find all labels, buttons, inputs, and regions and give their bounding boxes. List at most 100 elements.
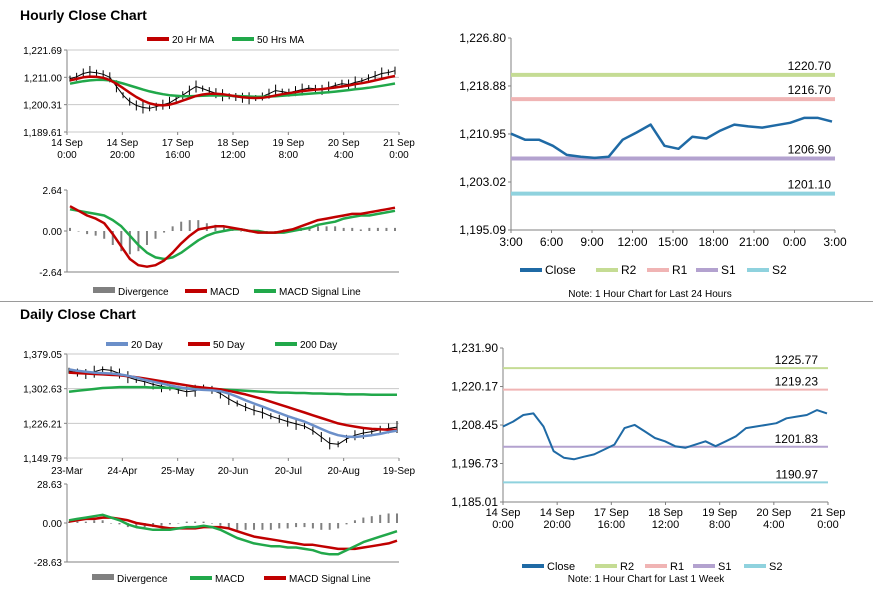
hourly-price-x-tick-label: 0:00 [57,150,77,161]
daily-divergence-bar [303,523,306,528]
daily-levels-legend-close-label: Close [547,561,575,573]
hourly-price-x-tick-label: 4:00 [334,150,354,161]
hourly-levels-legend-s2-label: S2 [772,263,787,277]
daily-divergence-bar [396,513,398,523]
daily-price-x-tick-label: 23-Mar [51,466,83,477]
hourly-divergence-bar [197,220,200,231]
hourly-divergence-bar [334,226,337,231]
hourly-divergence-bar [222,226,225,231]
daily-close-line [502,409,828,461]
daily-divergence-bar [93,520,96,523]
hourly-price-x-tick-label: 18 Sep [217,138,249,149]
daily-level-s1-label: 1201.83 [775,432,819,446]
hourly-divergence-bar [214,224,217,231]
daily-divergence-bar [353,520,356,523]
daily-price-y-tick-label: 1,226.21 [23,419,62,430]
hourly-price-y-tick-label: 1,221.69 [23,46,62,57]
hourly-50hr-ma-line [69,78,396,99]
hourly-legend-signal-label: MACD Signal Line [279,287,361,298]
daily-divergence-bar [160,523,163,526]
hourly-levels-legend-s1-label: S1 [721,263,736,277]
hourly-divergence-bar [265,231,268,232]
hourly-levels-legend-r2-label: R2 [621,263,637,277]
hourly-divergence-bar [86,231,89,235]
hourly-divergence-bar [385,227,388,231]
daily-price-y-tick-label: 1,149.79 [23,454,62,465]
hourly-divergence-bar [394,227,396,231]
daily-divergence-bar [370,516,373,523]
hourly-divergence-bar [368,227,371,231]
hourly-levels-x-tick-label: 3:00 [499,235,523,249]
daily-levels-x-tick-label: 21 Sep [811,507,846,519]
daily-levels-y-tick-label: 1,185.01 [451,495,498,509]
hourly-divergence-bar [180,221,183,231]
daily-divergence-bar [286,523,289,529]
hourly-levels-x-tick-label: 9:00 [580,235,604,249]
daily-levels-y-tick-label: 1,196.73 [451,457,498,471]
daily-price-x-tick-label: 20-Jul [275,466,302,477]
daily-level-r1-label: 1219.23 [775,375,819,389]
daily-levels-y-tick-label: 1,208.45 [451,418,498,432]
hourly-signal-line [69,208,396,261]
hourly-divergence-bar [325,226,328,231]
hourly-levels-x-tick-label: 12:00 [617,235,647,249]
hourly-section-title: Hourly Close Chart [20,7,147,23]
daily-levels-legend-s1-label: S1 [718,561,731,573]
daily-legend-20day-label: 20 Day [131,340,163,351]
hourly-price-x-tick-label: 17 Sep [162,138,194,149]
daily-levels-y-tick-label: 1,231.90 [451,341,498,355]
daily-divergence-bar [362,517,365,523]
daily-divergence-bar [76,521,79,523]
hourly-divergence-bar [376,227,379,231]
daily-legend-divergence-label: Divergence [117,574,168,585]
daily-price-x-tick-label: 19-Sep [383,466,416,477]
hourly-price-x-tick-label: 8:00 [279,150,299,161]
hourly-levels-legend-r1-label: R1 [672,263,688,277]
daily-levels-x-tick-label: 12:00 [652,519,680,531]
daily-divergence-bar [227,523,230,529]
daily-levels-x-tick-label: 0:00 [817,519,838,531]
daily-divergence-bar [387,513,390,523]
hourly-divergence-bar [188,220,191,231]
hourly-price-x-tick-label: 0:00 [389,150,409,161]
hourly-level-r2-label: 1220.70 [788,59,832,73]
hourly-levels-x-tick-label: 0:00 [783,235,807,249]
daily-divergence-bar [328,523,331,530]
daily-divergence-bar [345,523,348,525]
hourly-price-x-tick-label: 21 Sep [383,138,415,149]
daily-levels-x-tick-label: 16:00 [598,519,626,531]
hourly-divergence-bar [154,231,157,239]
hourly-level-s1-label: 1206.90 [788,142,832,156]
daily-price-x-tick-label: 25-May [161,466,194,477]
daily-divergence-bar [185,521,188,523]
daily-divergence-bar [295,523,298,528]
daily-levels-x-tick-label: 4:00 [763,519,784,531]
daily-levels-x-tick-label: 20 Sep [756,507,791,519]
daily-divergence-bar [236,523,239,530]
daily-divergence-bar [110,523,113,524]
hourly-close-line [510,116,833,160]
daily-levels-x-tick-label: 14 Sep [540,507,575,519]
daily-divergence-bar [311,523,314,529]
hourly-levels-x-tick-label: 3:00 [823,235,847,249]
daily-divergence-bar [177,523,180,524]
hourly-price-y-tick-label: 1,200.31 [23,101,62,112]
daily-legend-50day-label: 50 Day [213,340,245,351]
hourly-divergence-bar [69,227,71,231]
daily-divergence-bar [337,523,340,529]
daily-divergence-bar [244,523,247,530]
daily-price-x-tick-label: 20-Jun [218,466,249,477]
hourly-price-x-tick-label: 19 Sep [272,138,304,149]
hourly-divergence-bar [103,231,106,239]
section-divider [0,301,873,302]
daily-macd-y-tick-label: 0.00 [43,519,63,530]
daily-divergence-bar [320,523,323,530]
daily-divergence-bar [202,521,205,523]
hourly-price-x-tick-label: 20:00 [110,150,135,161]
daily-price-y-tick-label: 1,302.63 [23,385,62,396]
daily-legend-200day-label: 200 Day [300,340,337,351]
daily-divergence-bar [84,521,87,523]
daily-level-s2-label: 1190.97 [776,467,819,481]
daily-divergence-bar [118,523,121,525]
hourly-legend-20hr-label: 20 Hr MA [172,35,215,46]
